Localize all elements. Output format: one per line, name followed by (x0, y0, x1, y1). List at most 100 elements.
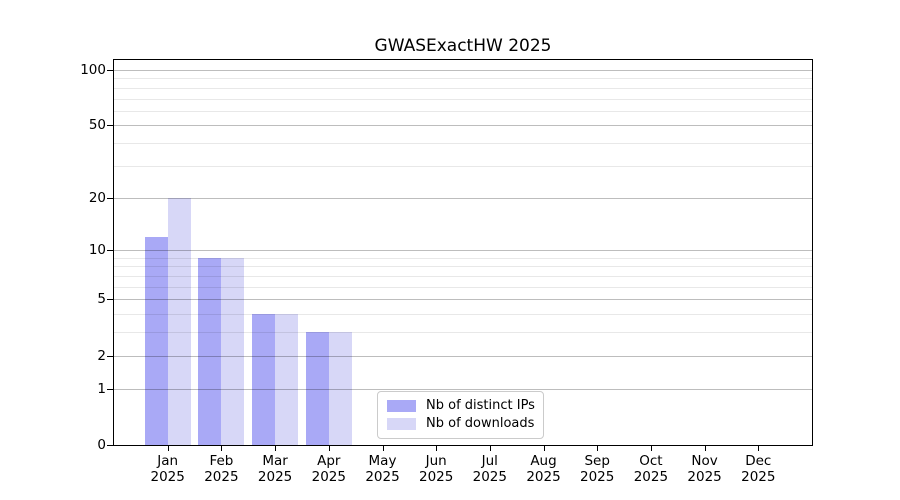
x-tick-label: May 2025 (343, 453, 423, 485)
chart-title: GWASExactHW 2025 (374, 36, 552, 56)
plot-area (113, 59, 813, 446)
gridline-minor (114, 276, 812, 277)
legend-item-distinct-ips: Nb of distinct IPs (387, 397, 535, 415)
x-tick-month: Nov (691, 453, 718, 469)
bar-nb-of-downloads-feb (221, 257, 245, 445)
y-tick (107, 355, 114, 357)
x-tick-month: Jun (425, 453, 447, 469)
x-tick-label: Aug 2025 (504, 453, 584, 485)
x-tick-month: May (368, 453, 397, 469)
gridline-major (114, 388, 812, 390)
gridline-minor (114, 165, 812, 167)
x-tick-year: 2025 (687, 469, 722, 485)
x-tick (436, 445, 438, 451)
legend-swatch-downloads (387, 418, 416, 430)
legend-swatch-distinct-ips (387, 400, 416, 412)
gridline-minor (114, 314, 812, 316)
gridline-major (114, 125, 812, 127)
gridline-minor (114, 266, 812, 268)
y-tick-label: 1 (97, 380, 106, 397)
y-tick (107, 388, 114, 390)
x-tick-year: 2025 (365, 469, 400, 485)
bar-nb-of-distinct-ips-jan (144, 236, 168, 445)
x-tick-year: 2025 (580, 469, 615, 485)
gridline-major (114, 197, 812, 199)
x-tick-month: Sep (584, 453, 610, 469)
x-tick (382, 445, 384, 451)
y-tick-label: 10 (88, 242, 106, 259)
x-tick (704, 445, 706, 451)
x-tick (275, 445, 277, 451)
x-tick-year: 2025 (311, 469, 346, 485)
x-tick-month: Jul (481, 453, 498, 469)
gridline-minor (114, 257, 812, 259)
x-tick-label: Jan 2025 (128, 453, 208, 485)
y-tick-label: 100 (80, 61, 106, 78)
legend-label-downloads: Nb of downloads (426, 416, 535, 431)
bar-nb-of-distinct-ips-apr (305, 332, 329, 445)
gridline-minor (114, 332, 812, 334)
x-tick-year: 2025 (204, 469, 239, 485)
gridline-major (114, 69, 812, 71)
x-tick-label: Mar 2025 (235, 453, 315, 485)
y-tick-label: 50 (88, 117, 106, 134)
legend-label-distinct-ips: Nb of distinct IPs (426, 398, 535, 413)
bar-nb-of-distinct-ips-mar (252, 314, 276, 445)
gridline-minor (114, 87, 812, 89)
gridline-minor (114, 143, 812, 145)
bar-nb-of-downloads-apr (328, 332, 352, 445)
bar-nb-of-downloads-jan (167, 197, 191, 445)
y-tick-label: 20 (88, 189, 106, 206)
x-tick-month: Apr (317, 453, 341, 469)
x-tick (328, 445, 330, 451)
gridline-minor (114, 78, 812, 80)
x-tick (221, 445, 223, 451)
x-tick-year: 2025 (472, 469, 507, 485)
legend-item-downloads: Nb of downloads (387, 415, 534, 433)
y-tick-label: 5 (97, 291, 106, 308)
x-tick-label: Feb 2025 (181, 453, 261, 485)
bar-nb-of-distinct-ips-feb (198, 257, 222, 445)
x-tick-year: 2025 (741, 469, 776, 485)
gridline-major (114, 355, 812, 357)
y-tick (107, 197, 114, 199)
y-tick (107, 445, 114, 446)
x-tick-month: Feb (209, 453, 234, 469)
x-tick-month: Oct (639, 453, 663, 469)
legend: Nb of distinct IPs Nb of downloads (377, 391, 544, 439)
y-tick (107, 299, 114, 301)
gridline-major (114, 250, 812, 252)
x-tick (543, 445, 545, 451)
x-tick-year: 2025 (257, 469, 293, 485)
x-tick-month: Mar (262, 453, 288, 469)
y-tick-label: 2 (97, 347, 106, 364)
bar-nb-of-downloads-mar (275, 314, 299, 445)
x-tick-label: Jun 2025 (396, 453, 476, 485)
gridline-minor (114, 98, 812, 100)
x-tick-label: Jul 2025 (450, 453, 530, 485)
x-tick (489, 445, 491, 451)
x-tick-label: Dec 2025 (718, 453, 798, 485)
gridline-major (114, 299, 812, 301)
x-tick (758, 445, 760, 451)
gridline-minor (114, 286, 812, 288)
x-tick (167, 445, 169, 451)
x-tick-year: 2025 (419, 469, 454, 485)
x-tick-month: Jan (157, 453, 179, 469)
x-tick (650, 445, 652, 451)
x-tick-year: 2025 (633, 469, 669, 485)
y-tick-label: 0 (97, 437, 106, 453)
x-tick (597, 445, 599, 451)
x-tick-label: Nov 2025 (665, 453, 745, 485)
x-tick-year: 2025 (150, 469, 185, 485)
x-tick-label: Apr 2025 (289, 453, 369, 485)
x-tick-label: Sep 2025 (557, 453, 637, 485)
y-tick (107, 125, 114, 127)
x-tick-label: Oct 2025 (611, 453, 691, 485)
x-tick-year: 2025 (526, 469, 561, 485)
x-tick-month: Aug (530, 453, 557, 469)
y-tick (107, 69, 114, 71)
x-tick-month: Dec (745, 453, 772, 469)
y-tick (107, 250, 114, 252)
